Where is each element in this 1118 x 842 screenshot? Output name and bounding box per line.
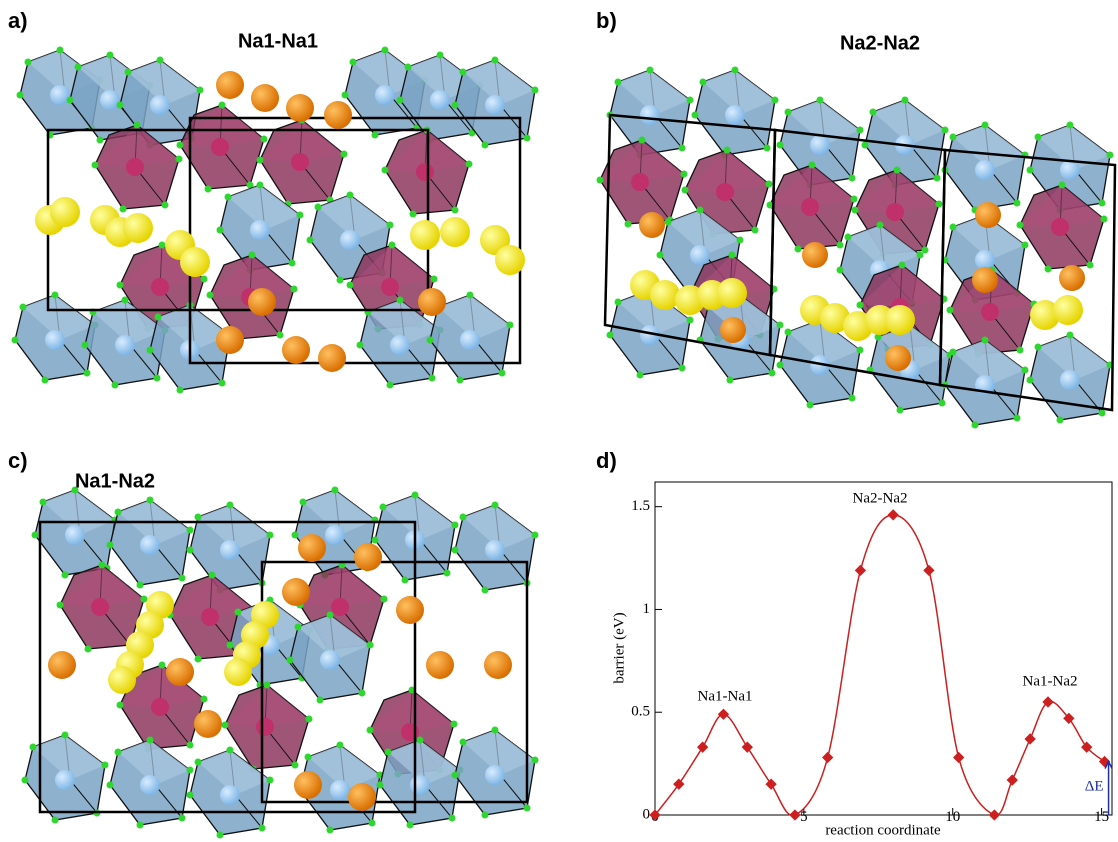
marker <box>923 565 934 576</box>
panel-label: a) <box>8 8 28 33</box>
structure-b <box>597 67 1116 429</box>
marker <box>742 742 753 753</box>
marker <box>822 752 833 763</box>
annotation: Na2-Na2 <box>853 490 908 506</box>
marker <box>1007 774 1018 785</box>
x-tick-label: 15 <box>1094 809 1109 825</box>
panel-label: d) <box>596 448 617 473</box>
x-axis-label: reaction coordinate <box>825 822 941 838</box>
y-tick-label: 0.5 <box>631 704 650 720</box>
marker <box>673 779 684 790</box>
structure-c <box>22 487 539 839</box>
curve <box>655 515 1105 816</box>
chart: reaction coordinate barrier (eV) 0510150… <box>611 482 1112 838</box>
panel-label: b) <box>596 8 617 33</box>
marker <box>1024 733 1035 744</box>
marker <box>718 709 729 720</box>
y-tick-label: 1 <box>643 601 651 617</box>
y-tick-label: 1.5 <box>631 498 650 514</box>
plot-frame <box>655 482 1112 815</box>
panel-title: Na2-Na2 <box>840 32 920 54</box>
marker <box>789 809 800 820</box>
figure-canvas: a) Na1-Na1 b) Na2-Na2 c) Na1-Na2 d) reac… <box>0 0 1118 842</box>
marker <box>697 742 708 753</box>
panel-title: Na1-Na1 <box>238 30 318 52</box>
marker <box>989 809 1000 820</box>
figure: {"panels": [ {"label": "a)", "title": "N… <box>0 0 1118 842</box>
x-tick-label: 10 <box>945 809 960 825</box>
annotation: Na1-Na2 <box>1023 673 1078 689</box>
marker <box>765 779 776 790</box>
panel-label: c) <box>8 448 28 473</box>
annotation: ΔE <box>1085 778 1104 794</box>
y-axis-label: barrier (eV) <box>611 612 627 683</box>
annotation: Na1-Na1 <box>698 688 753 704</box>
marker <box>855 565 866 576</box>
panel-title: Na1-Na2 <box>75 470 155 492</box>
y-tick-label: 0 <box>643 806 651 822</box>
marker <box>953 752 964 763</box>
marker <box>888 509 899 520</box>
structure-a <box>12 47 539 394</box>
